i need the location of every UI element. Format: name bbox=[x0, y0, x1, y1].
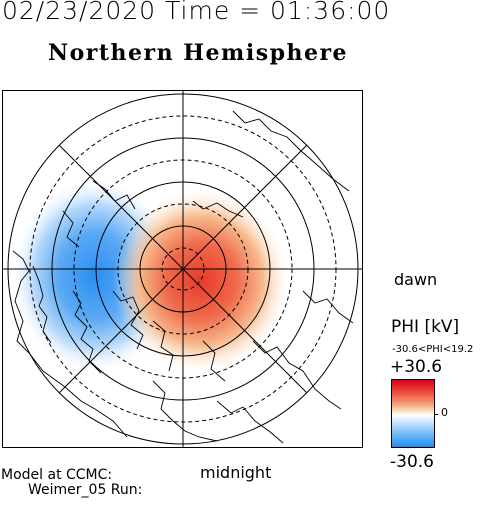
midnight-label: midnight bbox=[200, 463, 272, 482]
colorbar-title: PHI [kV] bbox=[391, 317, 460, 337]
colorbar-zero-label: 0 bbox=[441, 406, 448, 419]
model-info-line-2: Weimer_05 Run: bbox=[28, 482, 143, 498]
polar-map-canvas bbox=[3, 91, 362, 447]
colorbar-min-label: -30.6 bbox=[390, 452, 434, 472]
colorbar bbox=[391, 379, 435, 448]
hemisphere-title: Northern Hemisphere bbox=[48, 40, 349, 66]
model-info-line-1: Model at CCMC: bbox=[1, 467, 113, 483]
red-cell bbox=[113, 189, 289, 373]
datetime-title: 02/23/2020 Time = 01:36:00 bbox=[2, 0, 391, 25]
colorbar-range: -30.6<PHI<19.2 bbox=[392, 344, 474, 355]
meridians bbox=[3, 91, 362, 447]
colorbar-max-label: +30.6 bbox=[390, 357, 443, 377]
polar-map bbox=[2, 90, 363, 448]
dawn-label: dawn bbox=[394, 270, 438, 289]
colorbar-zero-tick bbox=[434, 414, 438, 415]
